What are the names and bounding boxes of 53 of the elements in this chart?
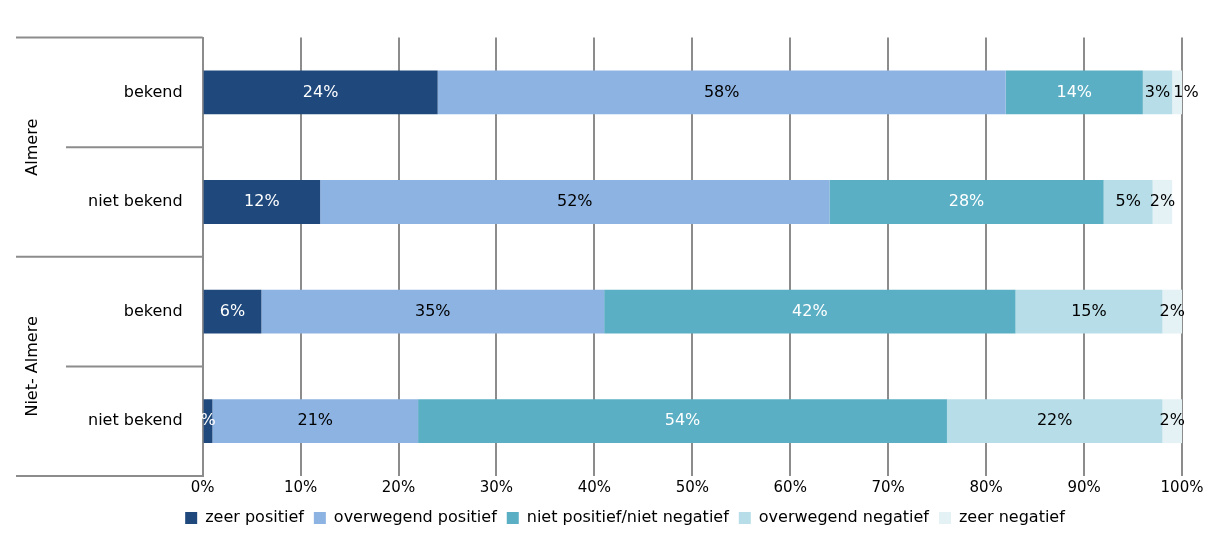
x-tick-label: 10% — [283, 477, 318, 496]
bar — [320, 180, 830, 224]
x-tick-label: 80% — [969, 477, 1003, 496]
x-tick-label: 40% — [577, 477, 612, 496]
text: Niet- Almere — [22, 316, 42, 417]
bar — [1103, 180, 1153, 224]
bar — [203, 289, 262, 334]
legend-label: zeer positief — [205, 507, 305, 527]
bar — [261, 289, 605, 334]
data-label: 28% — [948, 191, 985, 211]
x-tick-label: 90% — [1067, 477, 1101, 496]
data-label: 6% — [219, 300, 246, 320]
x-tick-label: 50% — [675, 477, 709, 496]
data-label: 3% — [1144, 81, 1171, 101]
data-label: 52% — [557, 191, 593, 211]
bar — [1005, 70, 1143, 115]
y-tick-label: bekend — [123, 300, 183, 320]
data-label: 54% — [664, 410, 701, 430]
x-tick-label: 60% — [773, 477, 807, 496]
legend-label: overwegend positief — [333, 507, 498, 527]
bar — [437, 70, 1006, 115]
y-tick-label: niet bekend — [88, 410, 183, 430]
bar — [203, 180, 321, 224]
legend-label: overwegend negatief — [758, 507, 930, 527]
data-label: 1% — [1173, 81, 1199, 101]
x-tick-label: 30% — [479, 477, 514, 496]
data-label: % — [200, 410, 216, 430]
x-tick-label: 100% — [1160, 477, 1204, 496]
data-label: 15% — [1071, 300, 1107, 320]
data-label: 2% — [1159, 410, 1185, 430]
data-label: 35% — [415, 300, 451, 320]
data-label: 21% — [297, 410, 334, 430]
data-label: 5% — [1115, 191, 1141, 211]
y-tick-label: bekend — [123, 81, 183, 101]
bar — [604, 289, 1016, 334]
x-tick-label: 0% — [190, 477, 215, 496]
data-label: 12% — [244, 191, 280, 211]
legend-label: zeer negatief — [958, 507, 1066, 527]
data-label: 42% — [792, 300, 828, 320]
data-label: 2% — [1159, 300, 1185, 320]
x-tick-label: 70% — [871, 477, 905, 496]
bar — [829, 180, 1104, 224]
data-label: 24% — [302, 81, 339, 101]
x-tick-label: 20% — [381, 477, 416, 496]
legend-label: niet positief/niet negatief — [526, 507, 730, 527]
y-tick-label: niet bekend — [88, 191, 183, 211]
data-label: 58% — [703, 81, 740, 101]
bar — [418, 399, 947, 444]
bar — [203, 70, 438, 115]
text: Almere — [22, 118, 42, 176]
data-label: 2% — [1149, 191, 1176, 211]
data-label: 22% — [1036, 410, 1073, 430]
data-label: 14% — [1056, 81, 1093, 101]
